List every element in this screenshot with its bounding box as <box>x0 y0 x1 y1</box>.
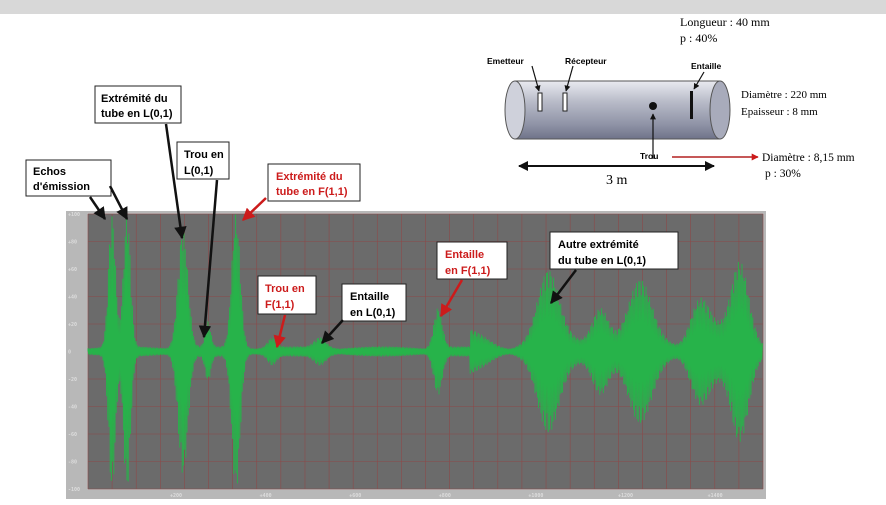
signal-waveform <box>87 214 763 484</box>
hole-marker <box>649 102 657 110</box>
svg-text:en L(0,1): en L(0,1) <box>350 307 396 319</box>
x-tick-label: +1000 <box>528 493 543 499</box>
annotation-hole-L: Trou en L(0,1) <box>176 141 230 339</box>
y-tick-label: -40 <box>68 405 77 411</box>
x-tick-label: +600 <box>349 493 361 499</box>
svg-text:en F(1,1): en F(1,1) <box>445 265 491 277</box>
svg-text:Echos: Echos <box>33 166 66 178</box>
annotation-other-end: Autre extrémité du tube en L(0,1) <box>549 231 679 304</box>
tube-near-end <box>504 80 526 140</box>
annotation-tube-end-L: Extrémité du tube en L(0,1) <box>94 85 187 240</box>
y-tick-label: +20 <box>68 322 77 328</box>
svg-text:du tube en L(0,1): du tube en L(0,1) <box>558 255 646 267</box>
svg-text:L(0,1): L(0,1) <box>184 165 214 177</box>
svg-text:tube en L(0,1): tube en L(0,1) <box>101 108 173 120</box>
annotation-notch-L: Entaille en L(0,1) <box>321 283 407 344</box>
annotations: Echos d'émission Extrémité du tube en L(… <box>25 85 679 349</box>
emitter-label: Emetteur <box>487 56 525 66</box>
figure-canvas: Longueur : 40 mm p : 40% Emetteur Récept… <box>25 15 855 499</box>
length-text: 3 m <box>606 173 628 188</box>
svg-text:F(1,1): F(1,1) <box>265 299 295 311</box>
svg-text:d'émission: d'émission <box>33 181 90 193</box>
x-tick-label: +1200 <box>618 493 633 499</box>
svg-text:Extrémité du: Extrémité du <box>101 93 168 105</box>
svg-text:Trou en: Trou en <box>265 283 305 295</box>
x-tick-label: +400 <box>260 493 272 499</box>
annotation-tube-end-F: Extrémité du tube en F(1,1) <box>242 163 361 221</box>
svg-text:tube en F(1,1): tube en F(1,1) <box>276 186 348 198</box>
svg-text:Extrémité du: Extrémité du <box>276 171 343 183</box>
emitter-transducer <box>537 92 543 112</box>
y-tick-label: +60 <box>68 267 77 273</box>
y-axis-ticks: +100 +80 +60 +40 +20 0 -20 -40 -60 -80 -100 <box>68 212 80 493</box>
hole-diameter-text: Diamètre : 8,15 mm <box>762 152 855 164</box>
tube-far-end <box>709 80 731 140</box>
figure-frame: Longueur : 40 mm p : 40% Emetteur Récept… <box>0 14 886 505</box>
y-tick-label: -60 <box>68 432 77 438</box>
hole-label: Trou <box>640 151 658 161</box>
svg-text:Entaille: Entaille <box>350 291 389 303</box>
y-tick-label: -80 <box>68 460 77 466</box>
y-tick-label: -20 <box>68 377 77 383</box>
y-tick-label: +80 <box>68 240 77 246</box>
specimen-diagram: Longueur : 40 mm p : 40% Emetteur Récept… <box>487 15 855 188</box>
svg-text:Trou en: Trou en <box>184 149 224 161</box>
y-tick-label: 0 <box>68 350 71 356</box>
diameter-text: Diamètre : 220 mm <box>741 89 827 101</box>
x-tick-label: +800 <box>439 493 451 499</box>
annotation-hole-F: Trou en F(1,1) <box>257 275 317 349</box>
notch-label: Entaille <box>691 61 722 71</box>
tube-drawing <box>504 80 731 140</box>
hole-depth-text: p : 30% <box>765 168 801 180</box>
x-tick-label: +200 <box>170 493 182 499</box>
y-tick-label: +40 <box>68 295 77 301</box>
receiver-transducer <box>562 92 568 112</box>
y-tick-label: -100 <box>68 487 80 493</box>
tube-body <box>515 81 720 139</box>
receiver-label: Récepteur <box>565 56 607 66</box>
notch-length-text: Longueur : 40 mm <box>680 15 770 29</box>
svg-text:Entaille: Entaille <box>445 249 484 261</box>
annotation-notch-F: Entaille en F(1,1) <box>436 241 508 318</box>
svg-text:Autre extrémité: Autre extrémité <box>558 239 639 251</box>
x-tick-label: +1400 <box>708 493 723 499</box>
notch-depth-text: p : 40% <box>680 31 717 45</box>
thickness-text: Epaisseur : 8 mm <box>741 106 818 118</box>
notch-marker <box>690 91 693 119</box>
x-axis-ticks: +200 +400 +600 +800 +1000 +1200 +1400 <box>170 493 723 499</box>
y-tick-label: +100 <box>68 212 80 218</box>
annotation-emission-echoes: Echos d'émission <box>25 159 129 221</box>
